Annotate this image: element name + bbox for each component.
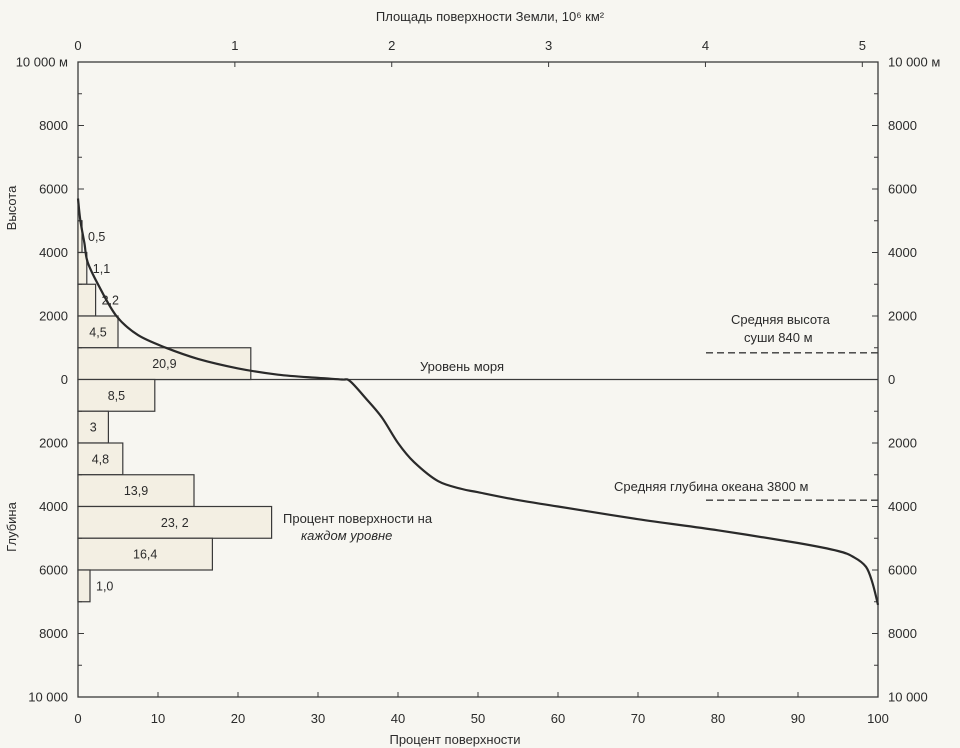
top-tick-label: 0: [74, 38, 81, 53]
level-bar-8: [77, 474, 195, 508]
bottom-tick-label: 40: [391, 711, 405, 726]
bottom-tick-label: 10: [151, 711, 165, 726]
level-bar-5: [77, 378, 156, 412]
right-tick-label: 2000: [888, 436, 917, 451]
left-axis-title-depth: Глубина: [4, 501, 19, 551]
bottom-axis-title: Процент поверхности: [389, 732, 520, 747]
bottom-tick-label: 30: [311, 711, 325, 726]
left-tick-label: 2000: [39, 309, 68, 324]
level-bar-11: [77, 569, 91, 603]
level-bar-label-3: 4,5: [89, 325, 106, 339]
sea-level-label: Уровень моря: [420, 359, 504, 374]
level-bar-label-9: 23, 2: [161, 516, 189, 530]
bottom-tick-label: 80: [711, 711, 725, 726]
right-tick-label: 4000: [888, 499, 917, 514]
hypsometric-curve-group: [76, 198, 880, 606]
mean-land-line2: суши 840 м: [744, 330, 813, 345]
right-tick-label: 8000: [888, 626, 917, 641]
right-tick-label: 6000: [888, 563, 917, 578]
top-axis-title: Площадь поверхности Земли, 10⁶ км²: [376, 9, 605, 24]
level-bar-label-10: 16,4: [133, 548, 157, 562]
top-tick-label: 5: [859, 38, 866, 53]
top-tick-label: 3: [545, 38, 552, 53]
level-bar-label-4: 20,9: [152, 357, 176, 371]
bottom-tick-label: 0: [74, 711, 81, 726]
left-tick-label: 10 000 м: [16, 55, 68, 70]
level-bar-label-11: 1,0: [96, 579, 113, 593]
right-tick-label: 4000: [888, 245, 917, 260]
left-tick-label: 4000: [39, 245, 68, 260]
level-bar-label-0: 0,5: [88, 230, 105, 244]
level-bar-label-7: 4,8: [92, 452, 109, 466]
left-tick-label: 10 000: [28, 690, 68, 705]
left-axis-title-height: Высота: [4, 185, 19, 230]
top-tick-label: 4: [702, 38, 709, 53]
left-tick-label: 6000: [39, 182, 68, 197]
level-bars: 0,51,12,24,520,98,534,813,923, 216,41,0: [77, 220, 273, 603]
mean-land-line1: Средняя высота: [731, 312, 831, 327]
bottom-tick-label: 100: [867, 711, 889, 726]
mean-ocean-label: Средняя глубина океана 3800 м: [614, 479, 809, 494]
level-bar-label-6: 3: [90, 421, 97, 435]
right-tick-label: 2000: [888, 309, 917, 324]
tick-labels: 10 000 м80006000400020000200040006000800…: [16, 38, 941, 726]
bars-caption-line2: каждом уровне: [301, 528, 392, 543]
bottom-tick-label: 90: [791, 711, 805, 726]
top-tick-label: 1: [231, 38, 238, 53]
left-tick-label: 2000: [39, 436, 68, 451]
right-tick-label: 6000: [888, 182, 917, 197]
axis-ticks: [77, 61, 879, 698]
left-tick-label: 8000: [39, 118, 68, 133]
bottom-tick-label: 50: [471, 711, 485, 726]
level-bar-2: [77, 283, 97, 317]
level-bar-10: [77, 537, 213, 571]
bottom-tick-label: 20: [231, 711, 245, 726]
bottom-tick-label: 60: [551, 711, 565, 726]
level-bar-4: [77, 347, 252, 381]
right-tick-label: 8000: [888, 118, 917, 133]
bars-caption-line1: Процент поверхности на: [283, 511, 433, 526]
level-bar-label-5: 8,5: [108, 389, 125, 403]
left-tick-label: 4000: [39, 499, 68, 514]
level-bar-label-8: 13,9: [124, 484, 148, 498]
right-tick-label: 10 000: [888, 690, 928, 705]
level-bar-6: [77, 410, 109, 444]
level-bar-label-1: 1,1: [93, 262, 110, 276]
left-tick-label: 8000: [39, 626, 68, 641]
left-tick-label: 0: [61, 372, 68, 387]
right-tick-label: 10 000 м: [888, 55, 940, 70]
bottom-tick-label: 70: [631, 711, 645, 726]
right-tick-label: 0: [888, 372, 895, 387]
left-tick-label: 6000: [39, 563, 68, 578]
top-tick-label: 2: [388, 38, 395, 53]
hypsometric-curve: [76, 198, 880, 606]
